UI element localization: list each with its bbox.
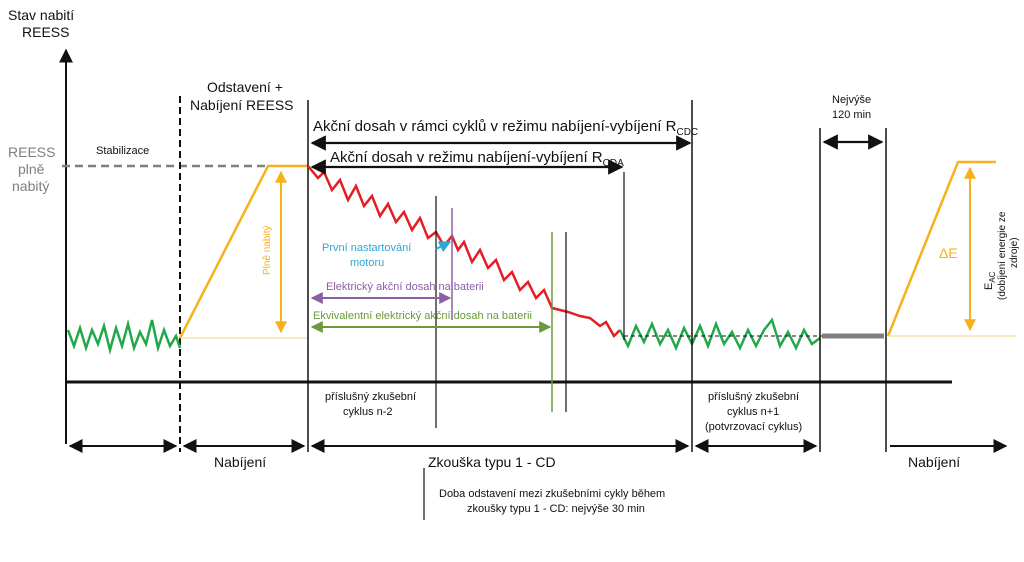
soc-trace-charge-depleting xyxy=(307,165,621,339)
engine-start-label-line1: První nastartování xyxy=(322,242,411,254)
full-label-line2: plně xyxy=(18,161,45,177)
electric-range-label: Elektrický akční dosah na baterii xyxy=(326,281,484,293)
engine-start-label-line2: motoru xyxy=(350,257,384,269)
y-axis-title-line2: REESS xyxy=(22,24,69,40)
e-ac-label: EAC xyxy=(983,271,997,290)
test-type-label: Zkouška typu 1 - CD xyxy=(428,454,556,470)
y-axis-title-line1: Stav nabití xyxy=(8,7,74,23)
engine-start-pointer xyxy=(435,241,452,253)
charging-right-label: Nabíjení xyxy=(908,454,960,470)
charging-ramp xyxy=(178,164,308,339)
final-charging-ramp xyxy=(886,160,996,337)
charging-left-label: Nabíjení xyxy=(214,454,266,470)
max-wait-label-line2: 120 min xyxy=(832,109,871,121)
full-charge-label: Plně nabitý xyxy=(262,226,273,275)
full-label-line3: nabitý xyxy=(12,178,49,194)
cycle-n2-label-line2: cyklus n-2 xyxy=(343,406,393,418)
parking-label-line1: Odstavení + xyxy=(207,79,283,95)
equivalent-range-label: Ekvivalentní elektrický akční dosah na b… xyxy=(313,310,532,322)
max-wait-label-line1: Nejvýše xyxy=(832,94,871,106)
cycle-n1-label-line1: příslušný zkušební xyxy=(708,391,799,403)
e-ac-desc-line2: zdroje) xyxy=(1009,237,1020,268)
stabilization-label: Stabilizace xyxy=(96,145,149,157)
rcda-label: Akční dosah v režimu nabíjení-vybíjení R… xyxy=(330,149,624,169)
full-label-line1: REESS xyxy=(8,144,55,160)
e-ac-desc-line1: (dobíjení energie ze xyxy=(997,211,1008,300)
note-line2: zkoušky typu 1 - CD: nejvýše 30 min xyxy=(467,503,645,515)
parking-label-line2: Nabíjení REESS xyxy=(190,97,294,113)
delta-e-label: ΔE xyxy=(939,245,958,261)
cycle-n1-label-line2: cyklus n+1 xyxy=(727,406,779,418)
soc-trace-stabilization xyxy=(66,319,182,355)
soc-trace-charge-sustaining xyxy=(618,317,821,352)
cycle-n2-label-line1: příslušný zkušební xyxy=(325,391,416,403)
note-line1: Doba odstavení mezi zkušebními cykly běh… xyxy=(439,488,665,500)
cycle-n1-label-line3: (potvrzovací cyklus) xyxy=(705,421,802,433)
rcdc-label: Akční dosah v rámci cyklů v režimu nabíj… xyxy=(313,118,698,138)
